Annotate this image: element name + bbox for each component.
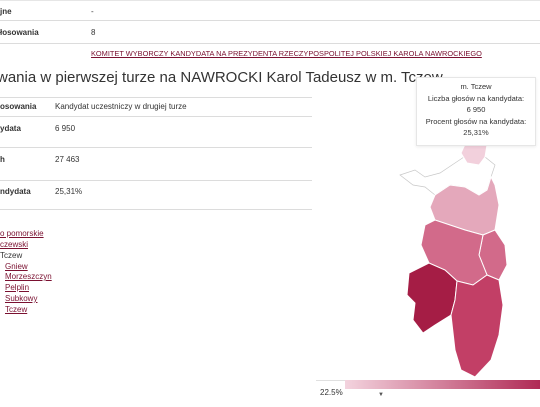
legend-min-label: 22.5% <box>320 388 343 397</box>
region-link-tczew[interactable]: Tczew <box>5 305 28 314</box>
top-table-border-2 <box>0 20 540 21</box>
results-row4-label: ndydata <box>0 187 31 196</box>
page-heading: wania w pierwszej turze na NAWROCKI Karo… <box>0 69 443 86</box>
region-link-pelplin[interactable]: Pelplin <box>5 283 30 292</box>
map-region-morzeszczyn[interactable] <box>406 262 458 334</box>
region-link-pomorskie[interactable]: o pomorskie <box>0 229 44 238</box>
tooltip-votes-value: 6 950 <box>466 105 486 114</box>
results-row3-value: 27 463 <box>55 155 80 164</box>
top-row1-value: - <box>91 7 94 16</box>
map-tooltip: m. Tczew Liczba głosów na kandydata: 6 9… <box>416 77 536 146</box>
results-border-top <box>0 97 312 98</box>
results-row1-label: osowania <box>0 102 37 111</box>
results-border-3 <box>0 180 312 181</box>
results-row3-label: h <box>0 155 5 164</box>
results-row2-label: ydata <box>0 124 21 133</box>
tooltip-votes-label: Liczba głosów na kandydata: <box>427 93 525 103</box>
results-border-2 <box>0 147 312 148</box>
map-region-gniew[interactable] <box>450 274 504 378</box>
results-row2-value: 6 950 <box>55 124 76 133</box>
tooltip-pct-value: 25,31% <box>463 128 489 137</box>
top-row1-label: jne <box>0 7 12 16</box>
region-link-morzeszczyn[interactable]: Morzeszczyn <box>5 272 52 281</box>
tooltip-title: m. Tczew <box>460 82 492 91</box>
top-table-border-1 <box>0 0 540 1</box>
county-map <box>399 136 508 378</box>
top-table-border-3 <box>0 43 540 44</box>
results-row1-value: Kandydat uczestniczy w drugiej turze <box>55 102 187 111</box>
region-link-subkowy[interactable]: Subkowy <box>5 294 38 303</box>
top-row2-label: łosowania <box>0 28 39 37</box>
top-row2-value: 8 <box>91 28 96 37</box>
region-link-tczewski[interactable]: czewski <box>0 240 29 249</box>
region-current-tczew: Tczew <box>0 251 23 260</box>
results-border-1 <box>0 116 312 117</box>
tooltip-pct-label: Procent głosów na kandydata: <box>425 116 527 126</box>
committee-link[interactable]: KOMITET WYBORCZY KANDYDATA NA PREZYDENTA… <box>91 49 482 58</box>
results-border-bottom <box>0 209 312 210</box>
results-row4-value: 25,31% <box>55 187 83 196</box>
region-link-gniew[interactable]: Gniew <box>5 262 28 271</box>
legend-marker-icon: ▼ <box>378 392 384 398</box>
legend-gradient-bar <box>345 380 540 389</box>
